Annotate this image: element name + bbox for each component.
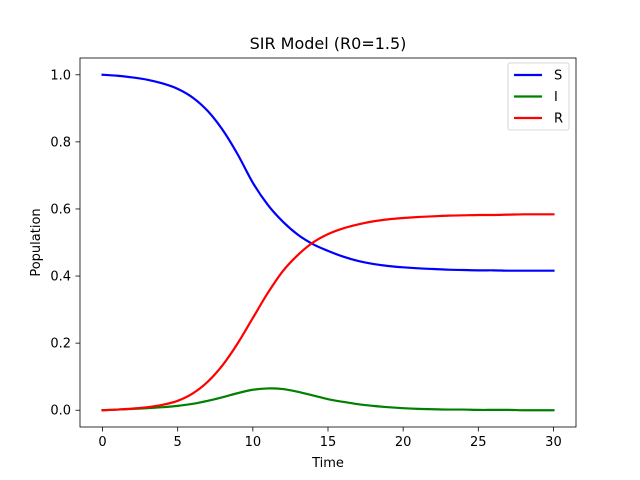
y-axis-label: Population — [29, 208, 44, 276]
x-tick-label: 0 — [98, 435, 106, 450]
legend-label-i: I — [554, 90, 558, 105]
y-axis-ticks: 0.0 0.2 0.4 0.6 0.8 1.0 — [50, 68, 80, 419]
chart-title: SIR Model (R0=1.5) — [250, 34, 407, 53]
y-tick-label: 1.0 — [50, 68, 71, 83]
legend: SIR — [507, 62, 570, 131]
x-tick-label: 20 — [395, 435, 412, 450]
legend-label-s: S — [554, 69, 562, 84]
y-tick-label: 0.4 — [50, 270, 71, 285]
series-line-s — [101, 73, 555, 272]
x-axis-label: Time — [311, 456, 344, 471]
y-tick-label: 0.6 — [50, 202, 71, 217]
series-line-r — [101, 213, 555, 412]
y-tick-label: 0.8 — [50, 135, 71, 150]
legend-label-r: R — [554, 112, 563, 127]
x-tick-label: 25 — [470, 435, 487, 450]
x-tick-label: 30 — [545, 435, 562, 450]
x-tick-label: 5 — [174, 435, 182, 450]
y-tick-label: 0.2 — [50, 337, 71, 352]
x-axis-ticks: 0 5 10 15 20 25 30 — [98, 427, 562, 450]
series-line-i — [101, 387, 555, 412]
legend-items: SIR — [514, 69, 563, 127]
x-tick-label: 15 — [320, 435, 337, 450]
series-layer — [101, 73, 555, 412]
y-tick-label: 0.0 — [50, 404, 71, 419]
x-tick-label: 10 — [245, 435, 262, 450]
